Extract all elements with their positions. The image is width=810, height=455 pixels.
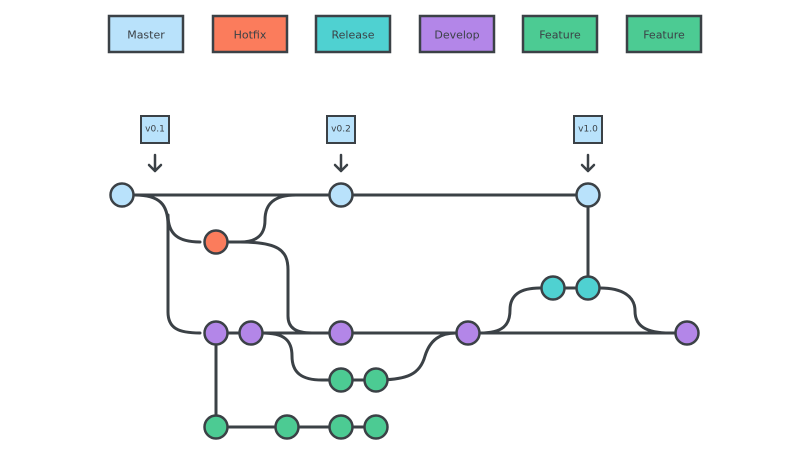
arrow-down-icon <box>333 153 349 173</box>
legend-item-release: Release <box>314 14 392 54</box>
branch-lines <box>120 193 689 429</box>
legend-swatch <box>314 14 392 54</box>
hotfix-merge-to-develop <box>238 240 314 335</box>
release-commit <box>540 275 566 301</box>
develop-commit <box>328 320 354 346</box>
release-branch <box>478 286 672 335</box>
legend-label: Feature <box>643 29 685 42</box>
develop-commit <box>203 320 229 346</box>
tag-label: v0.2 <box>331 125 351 135</box>
version-tag-v1.0: v1.0 <box>573 115 603 173</box>
hotfix-branch-from-master <box>166 213 202 244</box>
version-tag-v0.2: v0.2 <box>326 115 356 173</box>
legend-swatch <box>418 14 496 54</box>
master-commit <box>109 182 135 208</box>
commits <box>109 182 700 440</box>
tag-box <box>573 115 603 144</box>
legend-label: Master <box>127 29 165 42</box>
release-commit <box>575 275 601 301</box>
tag-label: v1.0 <box>578 125 598 135</box>
legend-swatch <box>625 14 703 54</box>
legend-item-feature: Feature <box>625 14 703 54</box>
legend: Master Hotfix Release Develop Feature Feature <box>107 14 703 54</box>
legend-label: Hotfix <box>234 29 267 42</box>
develop-commit <box>455 320 481 346</box>
hotfix-commit <box>203 229 229 255</box>
feature-commit <box>203 414 229 440</box>
legend-swatch <box>211 14 289 54</box>
feature-commit <box>328 414 354 440</box>
legend-swatch <box>521 14 599 54</box>
legend-label: Release <box>332 29 375 42</box>
version-tag-v0.1: v0.1 <box>140 115 170 173</box>
legend-label: Develop <box>434 29 479 42</box>
tag-box <box>326 115 356 144</box>
arrow-down-icon <box>580 153 596 173</box>
arrow-down-icon <box>147 153 163 173</box>
feature-commit <box>274 414 300 440</box>
feature-commit <box>363 414 389 440</box>
hotfix-merge-to-master <box>214 193 298 244</box>
feature-commit <box>363 367 389 393</box>
tag-box <box>140 115 170 144</box>
legend-item-feature: Feature <box>521 14 599 54</box>
legend-item-develop: Develop <box>418 14 496 54</box>
tag-label: v0.1 <box>145 125 165 135</box>
feature-commit <box>328 367 354 393</box>
legend-item-master: Master <box>107 14 185 54</box>
legend-swatch <box>107 14 185 54</box>
master-commit <box>575 182 601 208</box>
legend-item-hotfix: Hotfix <box>211 14 289 54</box>
develop-commit <box>238 320 264 346</box>
master-commit <box>328 182 354 208</box>
feature-branch-a <box>260 331 458 382</box>
version-tags: v0.1 v0.2 v1.0 <box>140 115 603 173</box>
develop-commit <box>674 320 700 346</box>
develop-branch-from-master <box>133 193 202 335</box>
legend-label: Feature <box>539 29 581 42</box>
